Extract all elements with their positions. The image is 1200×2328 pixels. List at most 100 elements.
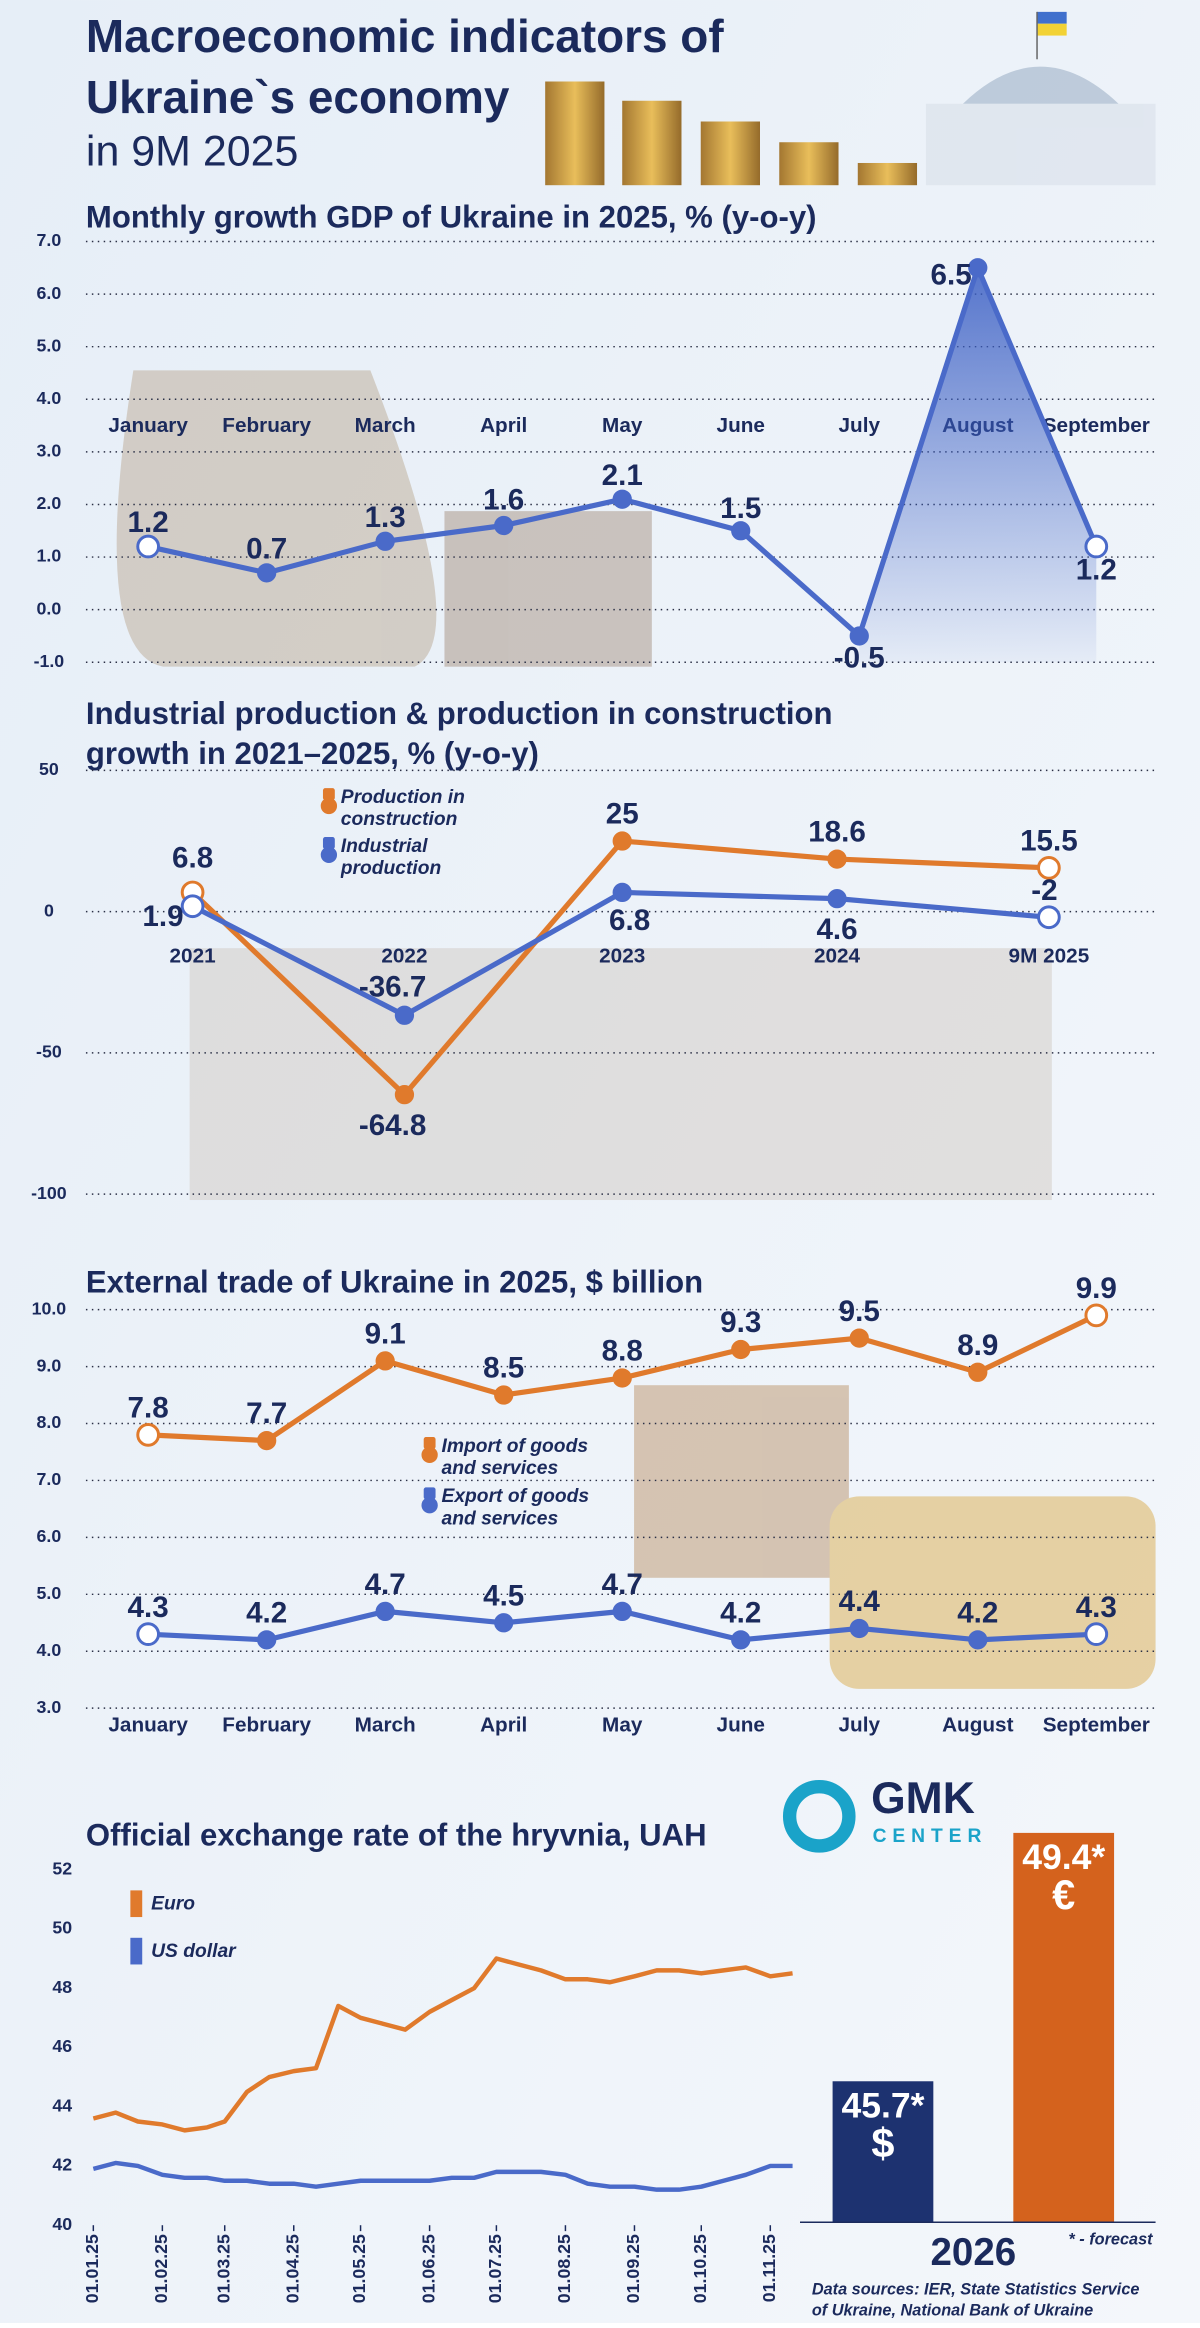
data-label: 1.3 <box>365 501 406 534</box>
data-label: -36.7 <box>359 970 427 1003</box>
y-tick-label: -100 <box>31 1183 67 1203</box>
series-line <box>92 1956 793 2133</box>
data-label: 15.5 <box>1020 824 1078 857</box>
y-tick-label: 5.0 <box>37 335 62 355</box>
legend-marker <box>322 837 335 849</box>
x-tick-label: September <box>1043 414 1150 437</box>
legend-label-box: US dollar <box>151 1939 236 1962</box>
data-point <box>136 534 160 559</box>
chart-title: External trade of Ukraine in 2025, $ bil… <box>86 1265 703 1300</box>
legend-marker <box>421 1446 438 1463</box>
legend-label-box: Euro <box>151 1892 195 1914</box>
y-tick-label: 5.0 <box>37 1583 62 1603</box>
x-tick-label: February <box>222 1713 311 1736</box>
y-tick-label: 40 <box>52 2214 72 2234</box>
legend-marker <box>423 1437 436 1449</box>
data-label: 6.5 <box>931 259 972 292</box>
x-tick-label: January <box>108 414 188 437</box>
logo-sub: CENTER <box>873 1826 988 1847</box>
x-tick-label: 9M 2025 <box>1009 945 1090 968</box>
data-label: 1.5 <box>720 492 761 525</box>
y-tick-label: 6.0 <box>37 1526 62 1546</box>
x-tick-label: September <box>1043 1713 1150 1736</box>
y-tick-label: 7.0 <box>37 230 62 250</box>
data-label: 0.7 <box>246 532 287 565</box>
x-tick-label: April <box>480 1713 527 1736</box>
legend-label: Industrial production <box>340 834 442 879</box>
data-label: 9.5 <box>839 1295 880 1328</box>
data-point <box>731 1630 751 1650</box>
y-tick-label: 52 <box>52 1858 72 1878</box>
data-label: 4.2 <box>246 1596 287 1629</box>
x-tick-label: 01.01.25 <box>82 2234 102 2303</box>
x-tick-label: 2022 <box>381 945 427 968</box>
y-tick-label: 44 <box>52 2095 72 2115</box>
legend-label-box: Production in construction <box>341 785 465 829</box>
data-point <box>257 563 277 583</box>
data-label: 9.1 <box>365 1318 406 1351</box>
data-point <box>257 1630 277 1650</box>
x-tick-label: 2023 <box>599 945 645 968</box>
data-label: -64.8 <box>359 1109 427 1142</box>
legend-marker <box>320 797 338 815</box>
bar-value-label: 49.4* <box>1022 1837 1105 1877</box>
data-label: 1.9 <box>142 900 183 933</box>
data-point <box>849 626 869 646</box>
x-tick-label: 01.08.25 <box>554 2234 574 2303</box>
data-point <box>1037 855 1061 880</box>
x-tick-label: August <box>942 1713 1014 1736</box>
y-tick-label: 42 <box>52 2155 72 2175</box>
chart-title: growth in 2021–2025, % (y-o-y) <box>86 736 539 771</box>
y-tick-label: 46 <box>52 2036 72 2056</box>
legend-marker <box>130 1937 143 1965</box>
data-label: 18.6 <box>808 816 866 849</box>
y-tick-label: 4.0 <box>37 388 62 408</box>
data-label: 8.8 <box>602 1335 643 1368</box>
x-tick-label: 01.02.25 <box>151 2234 171 2303</box>
legend-marker <box>322 788 335 801</box>
data-label: 1.2 <box>1076 554 1117 587</box>
data-point <box>968 1630 988 1650</box>
data-point <box>849 1618 869 1639</box>
data-label: 8.5 <box>483 1352 524 1385</box>
y-tick-label: 3.0 <box>37 441 62 461</box>
y-tick-label: 50 <box>52 1918 72 1938</box>
highlight-area <box>859 267 1097 663</box>
data-label: 25 <box>606 798 639 831</box>
x-tick-label: May <box>602 1713 643 1736</box>
x-tick-label: March <box>355 1713 416 1736</box>
data-point <box>612 882 632 903</box>
legend-label: Export of goods and services <box>441 1484 590 1529</box>
x-tick-label: February <box>222 414 311 437</box>
data-point <box>731 521 751 541</box>
data-label: 7.8 <box>128 1392 169 1425</box>
title-line: Macroeconomic indicators of <box>86 10 724 62</box>
y-tick-label: 2.0 <box>37 493 62 513</box>
legend-label: US dollar <box>151 1939 236 1962</box>
x-tick-label: July <box>839 414 881 437</box>
data-label: 8.9 <box>957 1329 998 1362</box>
data-label: 4.2 <box>720 1596 761 1629</box>
x-tick-label: May <box>602 414 643 437</box>
data-label: 6.8 <box>609 904 650 937</box>
x-tick-label: June <box>717 1713 765 1736</box>
chart-title: Industrial production & production in co… <box>86 696 833 731</box>
data-label: 4.4 <box>839 1585 881 1618</box>
x-tick-label: 01.03.25 <box>213 2234 233 2303</box>
bar-value-label: 45.7* <box>841 2085 924 2125</box>
bar <box>832 2081 934 2223</box>
data-point <box>136 1622 160 1647</box>
x-label: 2026 <box>931 2231 1017 2274</box>
x-tick-label: March <box>355 414 416 437</box>
x-tick-label: 01.11.25 <box>759 2234 779 2302</box>
legend-marker <box>320 846 338 863</box>
data-point <box>394 1085 415 1105</box>
y-tick-label: 4.0 <box>37 1640 62 1660</box>
data-point <box>827 889 847 909</box>
bar-symbol: € <box>1052 1871 1075 1918</box>
legend-marker <box>423 1487 436 1500</box>
legend-label-box: Industrial production <box>340 834 442 879</box>
data-point <box>375 1351 395 1371</box>
bag-decor <box>116 370 652 667</box>
